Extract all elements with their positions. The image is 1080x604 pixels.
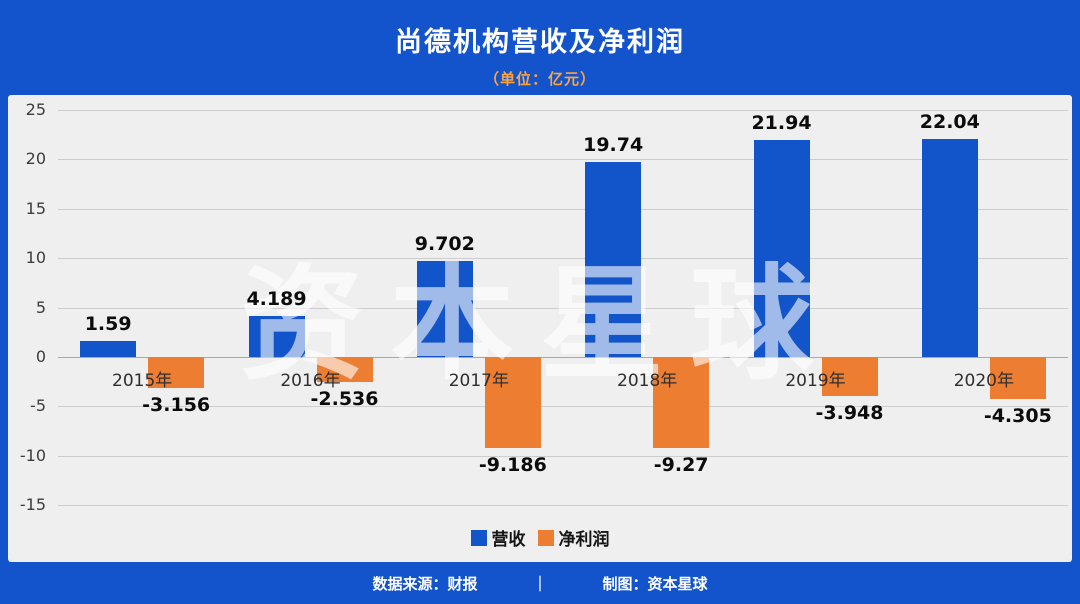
net-profit-bar [989, 356, 1046, 400]
footer-credit: 制图：资本星球 [602, 574, 708, 593]
legend-swatch [470, 529, 487, 546]
x-axis-label: 2020年 [953, 370, 1014, 391]
gridline [58, 159, 1068, 161]
bar-value-label: 22.04 [919, 111, 980, 134]
gridline [58, 208, 1068, 210]
y-axis-tick-label: -10 [19, 445, 46, 465]
bar-value-label: -3.948 [815, 401, 884, 424]
revenue-bar [248, 315, 305, 357]
legend-item: 净利润 [537, 525, 610, 550]
bar-value-label: -9.186 [478, 453, 547, 476]
legend-item: 营收 [470, 525, 526, 550]
y-axis-tick-label: -15 [19, 495, 46, 514]
legend-swatch [537, 529, 554, 546]
net-profit-bar [316, 356, 373, 382]
gridline [58, 455, 1068, 457]
y-axis-tick-label: 15 [25, 198, 46, 218]
footer-data-source: 数据来源：财报 [372, 574, 478, 593]
net-profit-bar [653, 356, 710, 449]
x-axis-label: 2017年 [448, 370, 509, 391]
y-axis-tick-label: -5 [30, 396, 46, 416]
bar-value-label: -3.156 [142, 394, 211, 417]
revenue-bar [80, 341, 137, 357]
gridline [58, 505, 1068, 506]
net-profit-bar [821, 356, 878, 396]
bar-value-label: 19.74 [583, 133, 644, 156]
revenue-bar [921, 139, 978, 357]
y-axis-tick-label: 0 [35, 346, 46, 366]
y-axis-tick-label: 20 [25, 149, 46, 169]
y-axis-tick-label: 25 [25, 100, 46, 119]
x-axis-label: 2016年 [280, 370, 341, 391]
bar-value-label: 9.702 [414, 233, 475, 256]
legend: 营收 净利润 [8, 525, 1072, 550]
page-title: 尚德机构营收及净利润 [395, 27, 685, 58]
legend-label: 净利润 [558, 530, 610, 550]
revenue-bar [753, 140, 810, 357]
chart-panel: 资本星球 营收 净利润 25 20 15 10 5 0 -5 -10 -15 1.59 -3.156 2… [8, 95, 1072, 562]
bar-value-label: -2.536 [310, 387, 379, 410]
net-profit-bar [148, 356, 205, 389]
x-axis-label: 2019年 [785, 370, 846, 391]
x-axis-label: 2015年 [112, 370, 173, 391]
chart-unit-subtitle: （单位：亿元） [483, 70, 596, 88]
chart-header: 尚德机构营收及净利润 （单位：亿元） [0, 0, 1080, 95]
bar-value-label: -4.305 [983, 405, 1052, 428]
bar-value-label: 1.59 [84, 313, 132, 336]
net-profit-bar [484, 356, 541, 448]
bar-value-label: -9.27 [653, 454, 709, 477]
y-axis-tick-label: 5 [35, 297, 46, 317]
x-axis-label: 2018年 [617, 370, 678, 391]
gridline [58, 307, 1068, 309]
gridline [58, 110, 1068, 111]
zero-gridline [58, 356, 1068, 358]
y-axis-tick-label: 10 [25, 248, 46, 268]
bar-value-label: 4.189 [246, 287, 307, 310]
footer-divider: ｜ [532, 574, 548, 593]
revenue-bar [416, 261, 473, 357]
gridline [58, 406, 1068, 408]
gridline [58, 258, 1068, 260]
bar-value-label: 21.94 [751, 112, 812, 135]
legend-label: 营收 [491, 530, 526, 550]
revenue-bar [585, 161, 642, 357]
footer: 数据来源：财报 ｜ 制图：资本星球 [0, 562, 1080, 604]
